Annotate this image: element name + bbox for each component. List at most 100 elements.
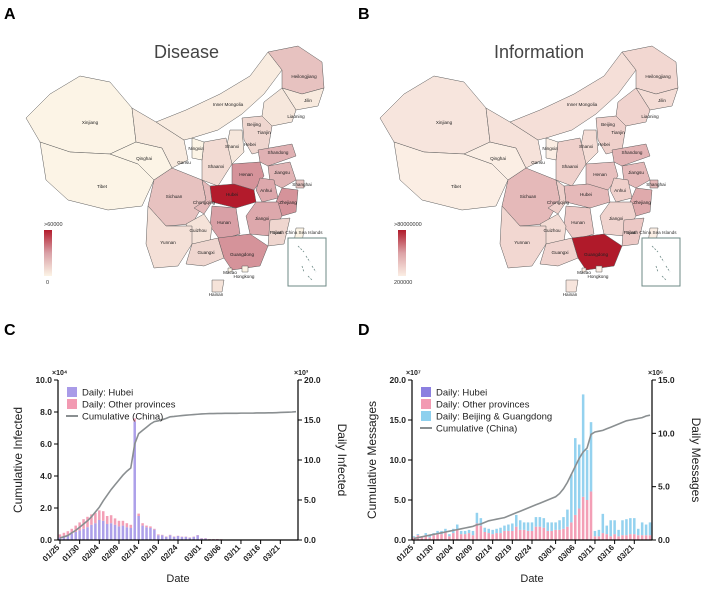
chart-d-bar-daily-beijing-guangdong-14 [467, 529, 471, 534]
chart-d-bar-daily-other-provinces-20 [491, 534, 494, 540]
chart-d-legend-swatch-2 [421, 411, 431, 421]
map-b-label-hongkong: Hongkong [588, 274, 609, 279]
map-b-label-ningxia: Ningxia [542, 146, 558, 151]
chart-d-bar-daily-beijing-guangdong-32 [538, 517, 542, 527]
chart-c-bar-daily-hubei-15 [117, 526, 121, 540]
map-a-inset-island-4 [307, 275, 313, 281]
map-b-label-macao: Macao [577, 270, 591, 275]
chart-c-bar-daily-other-provinces-25 [157, 534, 160, 536]
chart-c-bar-daily-hubei-11 [101, 520, 105, 540]
map-a-label-beijing: Beijing [247, 122, 261, 127]
map-b-scale-min: 200000 [394, 280, 412, 286]
chart-d-bar-daily-other-provinces-3 [424, 535, 428, 540]
map-a-province-yunnan [145, 205, 193, 269]
chart-d-bar-daily-other-provinces-41 [574, 514, 577, 540]
chart-d-bar-daily-beijing-guangdong-18 [483, 527, 487, 532]
chart-c-bar-daily-hubei-21 [141, 525, 144, 540]
chart-c-bar-daily-other-provinces-0 [58, 534, 62, 538]
panel-letter-a: A [4, 6, 16, 23]
chart-c-bar-daily-hubei-5 [78, 530, 81, 540]
chart-d-bar-daily-other-provinces-6 [436, 534, 439, 540]
chart-d-bar-daily-beijing-guangdong-45 [589, 422, 593, 492]
map-a-label-guizhou: Guizhou [189, 228, 207, 233]
map-b-label-jiangxi: Jiangxi [609, 216, 623, 221]
chart-d-bar-daily-other-provinces-2 [420, 537, 424, 540]
chart-d-bar-daily-beijing-guangdong-3 [424, 533, 428, 536]
chart-d-ylabel-left: Cumulative Messages [365, 401, 379, 519]
map-b-title: Information [494, 42, 585, 62]
chart-d-cumulative-line [413, 414, 651, 540]
chart-c-bar-daily-other-provinces-9 [94, 512, 97, 524]
chart-c-x-tick-label-10: 03/16 [242, 543, 263, 564]
map-a-province-guangdong [217, 233, 269, 271]
chart-d-bar-daily-beijing-guangdong-42 [577, 444, 581, 509]
chart-c-bar-daily-other-provinces-1 [62, 532, 66, 537]
chart-c-bar-daily-hubei-4 [74, 532, 77, 540]
chart-d-bar-daily-other-provinces-47 [597, 536, 601, 540]
chart-c-bar-daily-other-provinces-12 [105, 516, 109, 524]
chart-d-bar-daily-other-provinces-12 [459, 534, 463, 540]
chart-c-left-tick-label-1: 2.0 [40, 503, 52, 513]
map-a-province-hongkong [241, 265, 249, 273]
chart-c-bar-daily-other-provinces-7 [86, 516, 89, 528]
map-a-scale-min: 0 [46, 280, 49, 286]
map-a-label-shandong: Shandong [268, 150, 289, 155]
chart-c-bar-daily-other-provinces-24 [153, 528, 156, 530]
map-b-label-inner-mongolia: Inner Mongolia [567, 102, 598, 107]
chart-c-x-tick-label-5: 02/19 [139, 543, 160, 564]
chart-c-ylabel-left: Cumulative Infected [11, 407, 25, 513]
chart-c-bar-daily-other-provinces-3 [70, 528, 74, 534]
chart-c-x-tick-label-2: 02/04 [80, 543, 101, 564]
map-a-inset: South China Sea Islands [272, 230, 327, 287]
chart-d-bar-daily-beijing-guangdong-46 [593, 530, 597, 537]
chart-c-x-tick-label-9: 03/11 [222, 543, 243, 564]
chart-d-bar-daily-other-provinces-19 [487, 533, 490, 540]
chart-d-bar-daily-other-provinces-50 [609, 536, 612, 540]
map-a-label-henan: Henan [239, 172, 253, 177]
chart-d-x-tick-label-10: 03/16 [596, 543, 617, 564]
map-b-label-hebei: Hebei [598, 142, 610, 147]
map-a-label-hebei: Hebei [244, 142, 256, 147]
map-a-provinces [25, 45, 325, 293]
map-b-label-shanghai: Shanghai [646, 182, 665, 187]
chart-c-legend-label-0: Daily: Hubei [82, 388, 133, 399]
map-b-label-guizhou: Guizhou [543, 228, 561, 233]
map-b-scale: >80000000 200000 [394, 222, 422, 286]
map-a-label-shanghai: Shanghai [292, 182, 311, 187]
map-b-label-xinjiang: Xinjiang [436, 120, 453, 125]
chart-c-bar-daily-hubei-6 [82, 528, 85, 540]
chart-c-left-tick-label-5: 10.0 [35, 375, 52, 385]
map-a-province-ningxia [191, 137, 205, 161]
chart-d-xlabel: Date [520, 573, 543, 585]
map-a-label-jilin: Jilin [304, 98, 312, 103]
chart-c-bar-daily-other-provinces-21 [141, 523, 144, 526]
chart-d-bar-daily-beijing-guangdong-13 [463, 530, 467, 535]
chart-d-bar-daily-beijing-guangdong-34 [546, 522, 549, 531]
chart-d-bar-daily-beijing-guangdong-55 [629, 518, 632, 535]
map-a-label-gansu: Gansu [177, 160, 191, 165]
map-a-label-tibet: Tibet [97, 184, 108, 189]
map-a-label-hubei: Hubei [226, 192, 238, 197]
chart-d-bar-daily-other-provinces-57 [636, 535, 640, 540]
map-b-inset-island-3 [655, 265, 659, 273]
chart-d-x-tick-label-5: 02/19 [493, 543, 514, 564]
chart-c-bar-daily-hubei-27 [164, 536, 168, 540]
map-a-label-chongqing: Chongqing [193, 200, 216, 205]
chart-c-right-tick-label-4: 20.0 [304, 375, 321, 385]
chart-d-bar-daily-other-provinces-29 [526, 530, 530, 540]
map-b-information: Xinjiang Tibet Qinghai Gansu Inner Mongolia H… [379, 45, 681, 297]
chart-d-bar-daily-other-provinces-9 [448, 536, 451, 540]
chart-d-bar-daily-other-provinces-37 [558, 529, 561, 540]
map-b-label-henan: Henan [593, 172, 607, 177]
chart-c-left-tick-label-2: 4.0 [40, 471, 52, 481]
map-a-label-yunnan: Yunnan [160, 240, 176, 245]
chart-d-bar-daily-other-provinces-52 [617, 536, 620, 540]
map-a-province-fujian [267, 217, 291, 247]
map-b-label-tianjin: Tianjin [611, 130, 625, 135]
map-a-label-hunan: Hunan [217, 220, 231, 225]
chart-d-bar-daily-other-provinces-23 [503, 530, 506, 540]
chart-c-x-tick-label-8: 03/06 [202, 543, 223, 564]
map-b-province-shandong [611, 143, 651, 167]
chart-c-bar-daily-hubei-33 [188, 537, 192, 540]
